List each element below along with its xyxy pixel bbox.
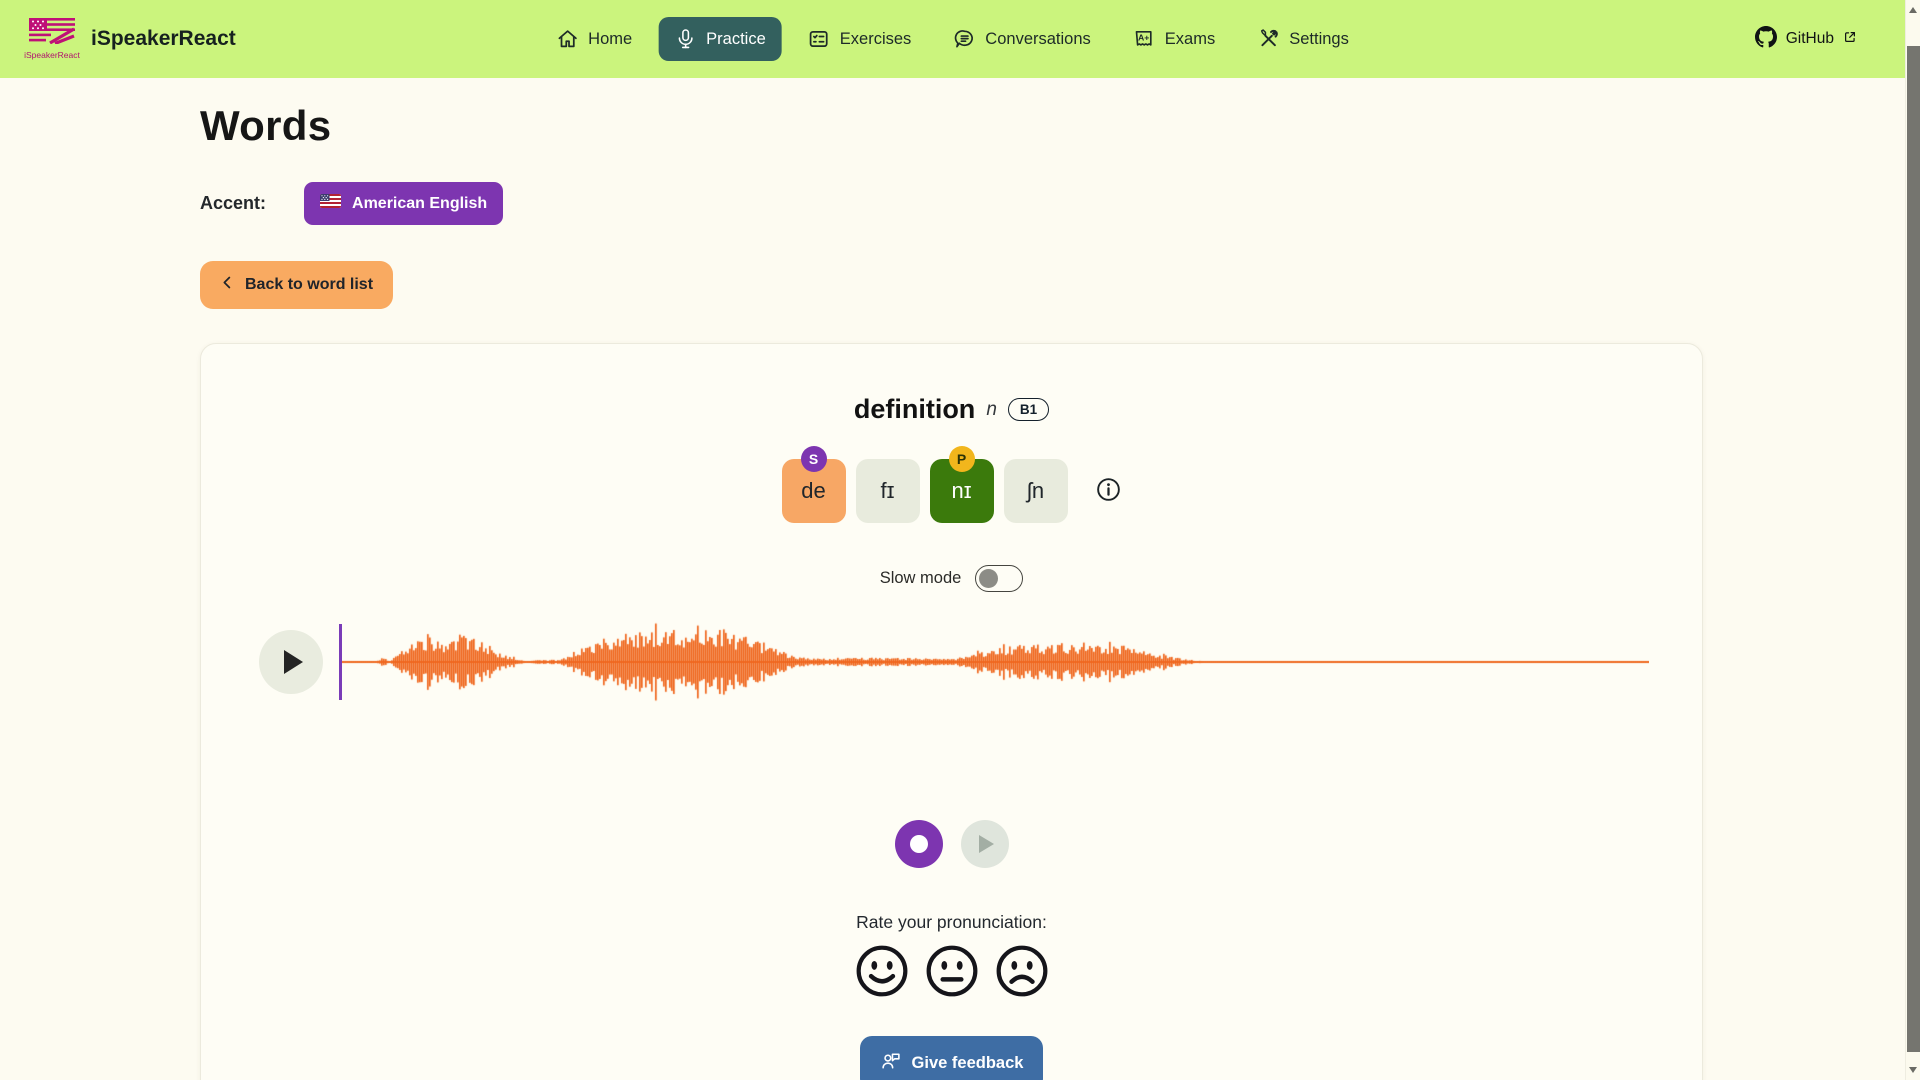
accent-select-button[interactable]: American English [304, 182, 504, 225]
nav-item-label: Conversations [985, 29, 1091, 48]
audio-player [201, 620, 1702, 704]
github-link[interactable]: GitHub [1754, 25, 1879, 53]
scrollbar-up-arrow[interactable] [1909, 7, 1917, 13]
nav-item-label: Settings [1289, 29, 1349, 48]
nav-menu: Home Practice Exercises [540, 17, 1365, 61]
logo-caption: iSpeakerReact [24, 50, 80, 60]
checklist-icon [808, 28, 830, 50]
chevron-left-icon [220, 275, 235, 295]
rate-pronunciation-label: Rate your pronunciation: [856, 912, 1047, 932]
syllable-text: fɪ [880, 478, 895, 503]
page-title: Words [200, 102, 332, 149]
waveform-canvas[interactable] [339, 620, 1649, 704]
rating-good-button[interactable] [854, 943, 910, 1002]
accent-value: American English [352, 194, 488, 212]
scrollbar[interactable] [1905, 0, 1920, 1080]
scrollbar-down-arrow[interactable] [1909, 1067, 1917, 1073]
external-link-icon [1843, 30, 1857, 49]
feedback-person-icon [880, 1050, 902, 1077]
record-button[interactable] [894, 820, 943, 868]
word-title-row: definition n B1 [853, 394, 1050, 425]
playback-cursor[interactable] [339, 624, 342, 700]
rating-okay-button[interactable] [924, 943, 980, 1002]
nav-item-exercises[interactable]: Exercises [792, 17, 928, 61]
recording-controls [894, 820, 1009, 868]
part-of-speech: n [986, 398, 997, 420]
mic-icon [674, 28, 696, 50]
waveform-play-button[interactable] [259, 630, 323, 694]
nav-item-settings[interactable]: Settings [1241, 17, 1365, 61]
info-icon [1095, 476, 1122, 506]
nav-item-exams[interactable]: A+ Exams [1117, 17, 1231, 61]
sad-face-icon [994, 943, 1050, 1002]
nav-item-label: Exams [1164, 29, 1216, 48]
toggle-knob [979, 568, 999, 588]
accent-row: Accent: American English [200, 182, 1905, 225]
nav-item-label: Practice [706, 29, 766, 48]
main-content: Words Accent: Amer [0, 78, 1905, 1080]
nav-item-label: Home [588, 29, 633, 48]
github-icon [1754, 25, 1777, 53]
syllable-text: ʃn [1026, 478, 1045, 503]
nav-item-practice[interactable]: Practice [658, 17, 782, 61]
nav-item-conversations[interactable]: Conversations [937, 17, 1106, 61]
app-logo: iSpeakerReact [24, 18, 80, 60]
pronunciation-rating-row [854, 943, 1050, 1002]
cefr-level-badge: B1 [1007, 398, 1050, 421]
smiley-face-icon [854, 943, 910, 1002]
playback-play-button[interactable] [960, 820, 1009, 868]
neutral-face-icon [924, 943, 980, 1002]
syllable-button-de[interactable]: S de [781, 446, 846, 523]
tools-icon [1257, 28, 1279, 50]
chat-bubble-icon [953, 28, 975, 50]
nav-item-home[interactable]: Home [540, 17, 648, 61]
exam-badge-icon: A+ [1133, 28, 1155, 50]
nav-item-label: Exercises [839, 29, 912, 48]
give-feedback-button[interactable]: Give feedback [859, 1036, 1044, 1080]
back-button-label: Back to word list [245, 276, 374, 293]
github-label: GitHub [1785, 30, 1834, 47]
syllable-text: de [801, 478, 826, 503]
syllable-row: S de fɪ P nɪ ʃn [781, 446, 1122, 523]
slow-mode-label: Slow mode [879, 569, 962, 587]
accent-label: Accent: [200, 193, 267, 213]
syllable-text: nɪ [951, 478, 972, 503]
syllable-button-shn[interactable]: ʃn [1003, 459, 1068, 523]
flag-logo-icon [29, 18, 75, 49]
home-icon [556, 28, 578, 50]
waveform-container[interactable] [339, 620, 1649, 704]
scrollbar-thumb[interactable] [1907, 46, 1920, 1052]
slow-mode-toggle[interactable] [975, 565, 1024, 592]
stress-badge: S [800, 446, 827, 472]
svg-text:A+: A+ [1138, 32, 1149, 42]
syllable-button-ni[interactable]: P nɪ [929, 446, 994, 523]
word-practice-card: definition n B1 S de fɪ P nɪ ʃn [200, 343, 1703, 1080]
us-flag-icon [320, 194, 342, 213]
app-title: iSpeakerReact [91, 27, 236, 50]
play-icon-disabled [979, 835, 994, 853]
play-icon [284, 650, 303, 674]
primary-stress-badge: P [948, 446, 975, 472]
syllable-info-button[interactable] [1095, 476, 1122, 506]
navbar: iSpeakerReact iSpeakerReact Home Practic… [0, 0, 1905, 78]
feedback-button-label: Give feedback [911, 1054, 1024, 1072]
rating-bad-button[interactable] [994, 943, 1050, 1002]
slow-mode-row: Slow mode [880, 565, 1024, 592]
word-text: definition [853, 394, 976, 424]
brand[interactable]: iSpeakerReact iSpeakerReact [24, 18, 236, 60]
syllable-button-fi[interactable]: fɪ [855, 459, 920, 523]
back-to-word-list-button[interactable]: Back to word list [200, 261, 394, 309]
